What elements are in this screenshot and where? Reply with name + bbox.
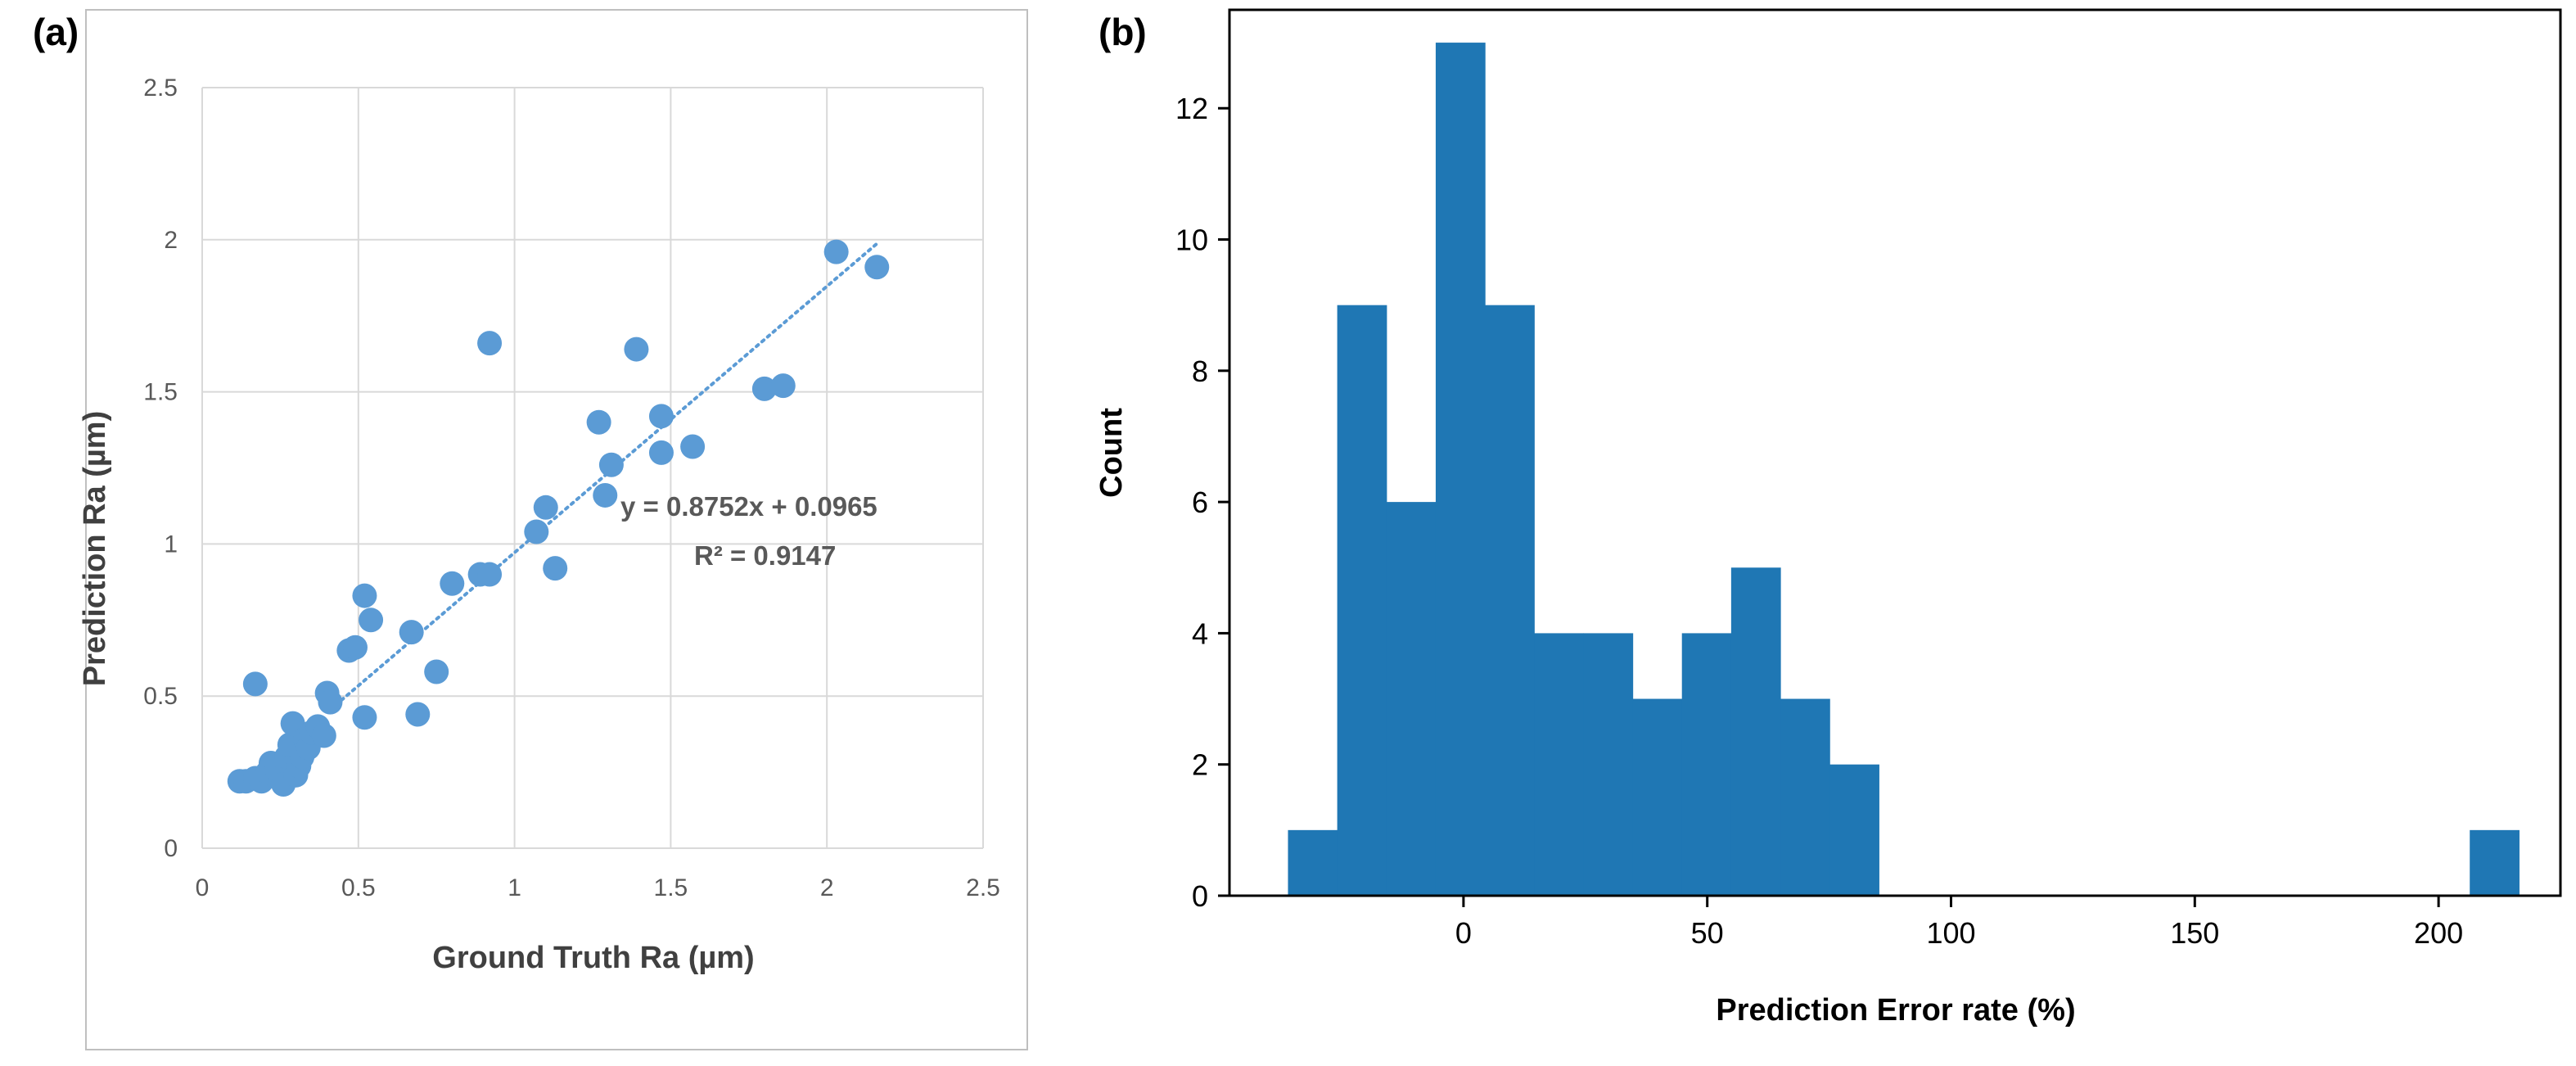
panel-b-histogram-chart: (b) 0 2 4 6 8 10 12 0 50 100 150 200 Prediction Err… [1094,8,2562,1028]
r-squared-label: R² = 0.9147 [694,540,836,571]
panel-b-y-tick-label: 12 [1175,92,1208,125]
panel-a-x-tick-label: 0 [196,874,210,901]
scatter-point [477,562,503,587]
scatter-point [543,556,568,581]
scatter-point [823,239,849,264]
scatter-point [864,255,890,280]
scatter-point [680,434,706,459]
panel-b-y-axis-title: Count [1094,408,1129,498]
panel-a-y-tick-label: 2 [164,227,178,254]
scatter-point [586,409,611,435]
panel-b-x-tick-label: 100 [1926,916,1975,950]
histogram-bar [1632,698,1683,896]
histogram-bar [1485,305,1535,897]
scatter-point [770,373,796,399]
scatter-point [242,671,268,697]
histogram-bar [1337,305,1387,897]
panel-b-y-tick-label: 2 [1192,748,1208,782]
panel-a-x-tick-label: 2.5 [966,874,1000,901]
panel-a-label: (a) [33,11,79,53]
scatter-point [477,331,503,356]
scatter-point [342,635,368,660]
histogram-bar [1681,633,1732,896]
histogram-bar [1534,633,1585,896]
scatter-point [593,482,618,508]
panel-a-y-tick-label: 1.5 [143,379,178,406]
scatter-point [424,659,449,684]
panel-b-y-tick-label: 8 [1192,355,1208,388]
panel-b-y-tick-label: 4 [1192,617,1208,650]
scatter-point [352,583,377,608]
panel-b-ticks: 0 2 4 6 8 10 12 0 50 100 150 200 [1175,92,2463,950]
histogram-bar [1386,502,1437,896]
panel-a-y-axis-title: Prediction Ra (µm) [78,411,112,687]
scatter-point [648,404,674,429]
scatter-point [352,705,377,730]
scatter-point [311,723,336,748]
panel-a-tick-labels: 0 0.5 1 1.5 2 2.5 0 0.5 1 1.5 2 2.5 [143,75,1000,901]
scatter-point [524,519,549,544]
panel-b-x-tick-label: 50 [1691,916,1724,950]
panel-b-x-tick-label: 150 [2170,916,2219,950]
histogram-bar [2470,829,2520,896]
scatter-point [598,452,624,477]
panel-a-x-tick-label: 0.5 [341,874,376,901]
panel-b-x-tick-label: 0 [1455,916,1472,950]
histogram-bar [1435,43,1486,896]
scatter-point [648,440,674,465]
scatter-point [533,495,558,520]
panel-a-data-points [227,239,890,797]
panel-a-x-tick-label: 2 [820,874,834,901]
scatter-point [440,571,465,596]
panel-b-x-tick-label: 200 [2414,916,2463,950]
histogram-bar [1829,764,1879,896]
histogram-bar [1288,829,1338,896]
histogram-bar [1780,698,1830,896]
scatter-point [318,689,343,715]
panel-a-y-tick-label: 2.5 [143,75,178,102]
scatter-point [405,702,431,727]
scatter-point [359,608,384,633]
panel-a-x-axis-title: Ground Truth Ra (µm) [432,941,754,975]
scatter-point [624,337,649,362]
scatter-point [751,376,777,401]
panel-b-label: (b) [1099,11,1147,53]
panel-b-y-tick-label: 0 [1192,879,1208,913]
panel-b-histogram-bars [1288,43,2520,897]
panel-a-x-tick-label: 1 [508,874,521,901]
scatter-point [399,620,424,645]
panel-b-y-tick-label: 6 [1192,486,1208,519]
panel-b-x-axis-title: Prediction Error rate (%) [1716,993,2075,1028]
trendline-equation: y = 0.8752x + 0.0965 [620,491,877,522]
histogram-bar [1730,567,1781,896]
panel-b-axes-frame [1228,8,2562,897]
panel-a-scatter-chart: (a) 0 0.5 1 1.5 2 2.5 0 0.5 1 1.5 2 2.5 y = 0.8752x… [33,9,1028,1050]
panel-b-y-tick-label: 10 [1175,224,1208,257]
panel-a-y-tick-label: 0.5 [143,683,178,710]
histogram-bar [1583,633,1634,896]
panel-a-x-tick-label: 1.5 [654,874,688,901]
panel-a-y-tick-label: 0 [164,835,178,862]
panel-a-border [85,9,1028,1050]
panel-a-y-tick-label: 1 [164,531,178,558]
